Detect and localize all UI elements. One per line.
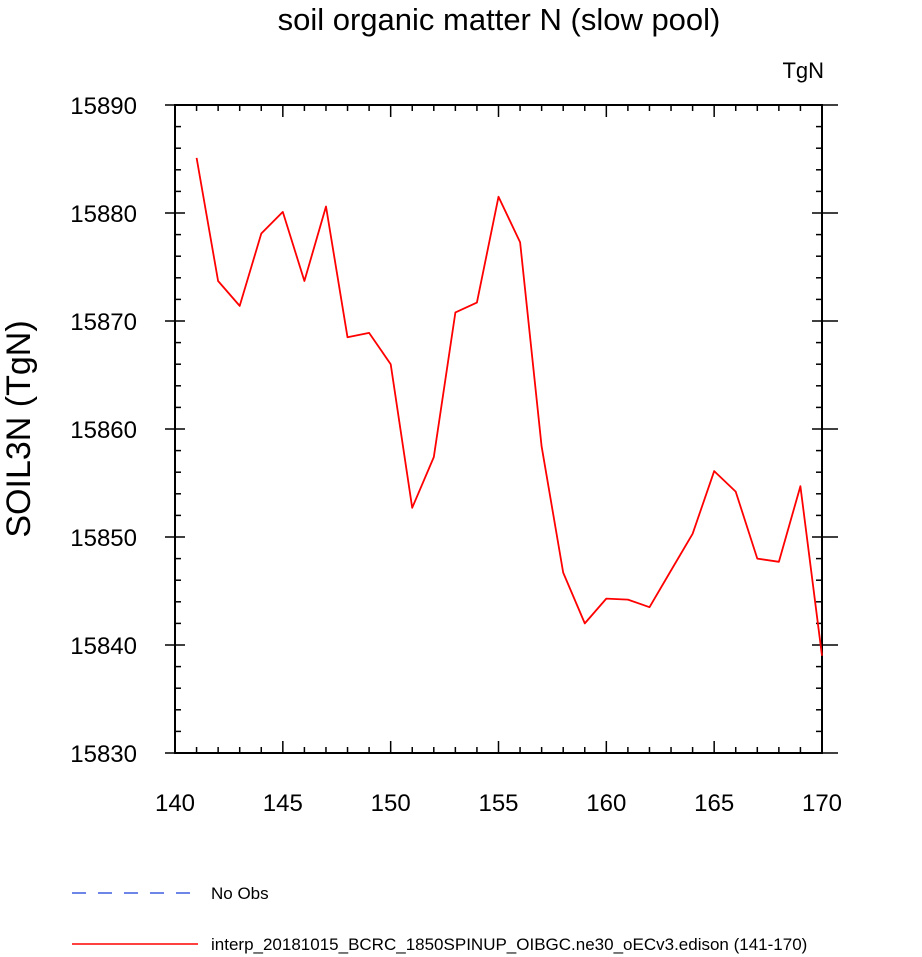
- y-axis-label: SOIL3N (TgN): [0, 320, 38, 537]
- x-tick-labels: 140 145 150 155 160 165 170: [155, 790, 842, 817]
- chart-title: soil organic matter N (slow pool): [278, 2, 721, 37]
- y-tick-label: 15830: [70, 741, 137, 768]
- x-tick-label: 165: [694, 790, 734, 817]
- x-tick-label: 155: [478, 790, 518, 817]
- series-line-0: [195, 157, 823, 656]
- x-tick-label: 160: [586, 790, 626, 817]
- x-tick-label: 140: [155, 790, 195, 817]
- legend: No Obs interp_20181015_BCRC_1850SPINUP_O…: [72, 884, 807, 954]
- legend-label-model: interp_20181015_BCRC_1850SPINUP_OIBGC.ne…: [211, 935, 807, 954]
- y-tick-label: 15890: [70, 93, 137, 120]
- y-tick-label: 15850: [70, 525, 137, 552]
- x-tick-label: 170: [802, 790, 842, 817]
- y-tick-labels: 15830 15840 15850 15860 15870 15880 15890: [70, 93, 137, 768]
- plot-frame: [174, 104, 823, 754]
- y-tick-label: 15880: [70, 201, 137, 228]
- legend-label-no-obs: No Obs: [211, 884, 269, 903]
- y-tick-label: 15870: [70, 309, 137, 336]
- series-lines: [195, 157, 823, 656]
- axis-ticks: [165, 104, 838, 754]
- x-tick-label: 145: [263, 790, 303, 817]
- y-tick-label: 15840: [70, 633, 137, 660]
- y-tick-label: 15860: [70, 417, 137, 444]
- x-tick-label: 150: [371, 790, 411, 817]
- units-label: TgN: [782, 58, 824, 83]
